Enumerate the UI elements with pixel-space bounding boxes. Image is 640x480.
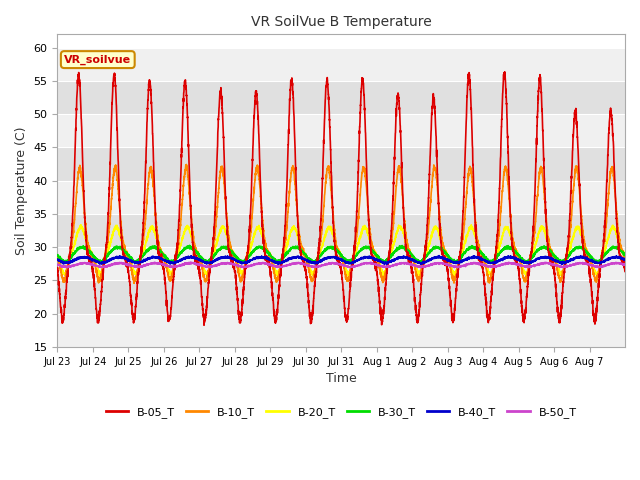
B-40_T — [417, 262, 425, 267]
B-50_T — [367, 259, 375, 265]
B-05_T — [172, 263, 179, 268]
Line: B-50_T: B-50_T — [58, 262, 625, 268]
B-10_T — [172, 256, 179, 262]
B-05_T — [497, 137, 505, 143]
Line: B-30_T: B-30_T — [58, 245, 625, 264]
B-30_T — [540, 244, 547, 250]
B-10_T — [130, 280, 138, 286]
B-10_T — [54, 253, 61, 259]
B-40_T — [525, 261, 533, 266]
B-30_T — [525, 257, 532, 263]
B-20_T — [274, 274, 282, 279]
B-20_T — [54, 253, 61, 259]
B-40_T — [393, 256, 401, 262]
Y-axis label: Soil Temperature (C): Soil Temperature (C) — [15, 126, 28, 255]
Bar — [58, 48, 625, 81]
Bar — [58, 180, 625, 214]
B-50_T — [621, 262, 629, 267]
Line: B-05_T: B-05_T — [58, 72, 625, 325]
B-30_T — [621, 252, 629, 258]
B-05_T — [362, 158, 370, 164]
X-axis label: Time: Time — [326, 372, 356, 385]
Line: B-20_T: B-20_T — [58, 225, 625, 276]
B-05_T — [393, 101, 401, 107]
B-10_T — [393, 176, 401, 182]
B-20_T — [393, 229, 401, 235]
Line: B-40_T: B-40_T — [58, 256, 625, 264]
Title: VR SoilVue B Temperature: VR SoilVue B Temperature — [251, 15, 431, 29]
B-05_T — [54, 268, 61, 274]
B-20_T — [525, 264, 533, 270]
B-50_T — [497, 262, 505, 268]
Bar — [58, 214, 625, 247]
B-05_T — [200, 323, 208, 328]
Bar — [58, 280, 625, 313]
B-30_T — [559, 261, 566, 266]
B-50_T — [525, 264, 533, 270]
B-05_T — [540, 158, 548, 164]
B-05_T — [525, 267, 533, 273]
B-50_T — [240, 265, 248, 271]
B-40_T — [362, 255, 370, 261]
B-50_T — [393, 262, 401, 268]
B-50_T — [54, 262, 61, 267]
B-05_T — [621, 268, 629, 274]
Line: B-10_T: B-10_T — [58, 165, 625, 283]
B-30_T — [362, 245, 370, 251]
B-50_T — [540, 261, 548, 266]
B-20_T — [77, 222, 84, 228]
Bar — [58, 147, 625, 180]
B-10_T — [363, 185, 371, 191]
Bar — [58, 114, 625, 147]
Bar — [58, 81, 625, 114]
Legend: B-05_T, B-10_T, B-20_T, B-30_T, B-40_T, B-50_T: B-05_T, B-10_T, B-20_T, B-30_T, B-40_T, … — [102, 403, 581, 422]
Bar — [58, 313, 625, 347]
B-10_T — [540, 184, 548, 190]
B-30_T — [186, 242, 193, 248]
B-30_T — [54, 253, 61, 259]
B-20_T — [540, 224, 548, 230]
B-30_T — [497, 248, 505, 254]
Bar — [58, 247, 625, 280]
B-30_T — [172, 257, 179, 263]
B-05_T — [501, 69, 509, 75]
Text: VR_soilvue: VR_soilvue — [64, 54, 131, 65]
B-10_T — [182, 162, 190, 168]
B-50_T — [172, 264, 179, 270]
B-40_T — [54, 256, 61, 262]
B-40_T — [497, 257, 505, 263]
B-40_T — [435, 253, 443, 259]
B-50_T — [362, 260, 370, 266]
B-10_T — [497, 205, 505, 211]
B-10_T — [621, 254, 629, 260]
B-20_T — [497, 239, 505, 245]
B-40_T — [621, 257, 629, 263]
B-40_T — [540, 254, 548, 260]
B-40_T — [172, 260, 179, 265]
B-20_T — [363, 227, 371, 233]
B-20_T — [621, 253, 629, 259]
B-30_T — [393, 244, 401, 250]
B-10_T — [525, 262, 533, 268]
B-20_T — [172, 261, 179, 266]
